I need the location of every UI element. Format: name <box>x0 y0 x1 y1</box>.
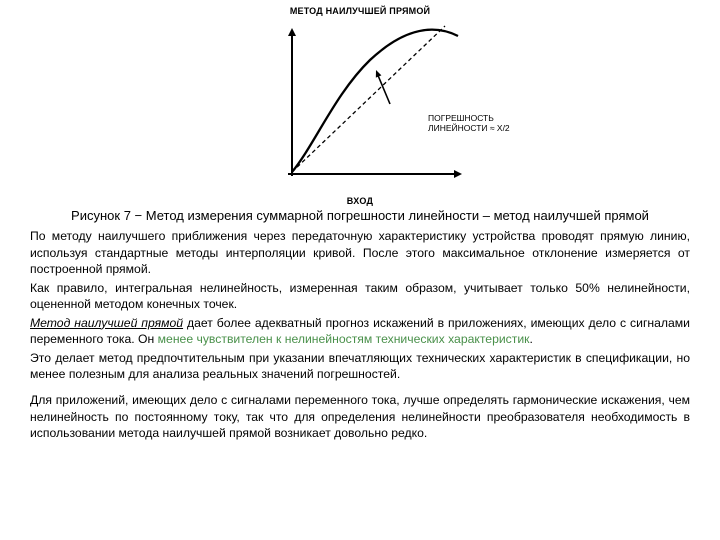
figure-container: МЕТОД НАИЛУЧШЕЙ ПРЯМОЙ ПОГРЕШНОСТЬ ЛИНЕЙ <box>0 0 720 206</box>
p3-end: . <box>529 332 532 346</box>
x-axis-arrow-icon <box>454 170 462 178</box>
figure-title: МЕТОД НАИЛУЧШЕЙ ПРЯМОЙ <box>290 6 430 16</box>
paragraph-5: Для приложений, имеющих дело с сигналами… <box>30 392 690 441</box>
transfer-curve <box>292 30 458 172</box>
p3-highlight: менее чувствителен к нелинейностям техни… <box>158 332 530 346</box>
error-label-line2: ЛИНЕЙНОСТИ ≈ X/2 <box>428 123 510 133</box>
paragraph-2: Как правило, интегральная нелинейность, … <box>30 280 690 313</box>
error-label: ПОГРЕШНОСТЬ ЛИНЕЙНОСТИ ≈ X/2 <box>428 114 510 134</box>
figure-caption: Рисунок 7 − Метод измерения суммарной по… <box>30 208 690 224</box>
paragraph-4: Это делает метод предпочтительным при ук… <box>30 350 690 383</box>
paragraph-1: По методу наилучшего приближения через п… <box>30 228 690 277</box>
error-arrow-icon <box>373 69 381 78</box>
body-text: По методу наилучшего приближения через п… <box>30 228 690 442</box>
paragraph-3: Метод наилучшей прямой дает более адеква… <box>30 315 690 348</box>
bestfit-line <box>292 26 445 172</box>
xaxis-label: ВХОД <box>347 196 373 206</box>
figure: МЕТОД НАИЛУЧШЕЙ ПРЯМОЙ ПОГРЕШНОСТЬ ЛИНЕЙ <box>210 6 510 206</box>
chart-svg <box>280 24 465 182</box>
chart-area <box>280 24 465 182</box>
error-label-line1: ПОГРЕШНОСТЬ <box>428 113 494 123</box>
p3-lead: Метод наилучшей прямой <box>30 316 183 330</box>
y-axis-arrow-icon <box>288 28 296 36</box>
